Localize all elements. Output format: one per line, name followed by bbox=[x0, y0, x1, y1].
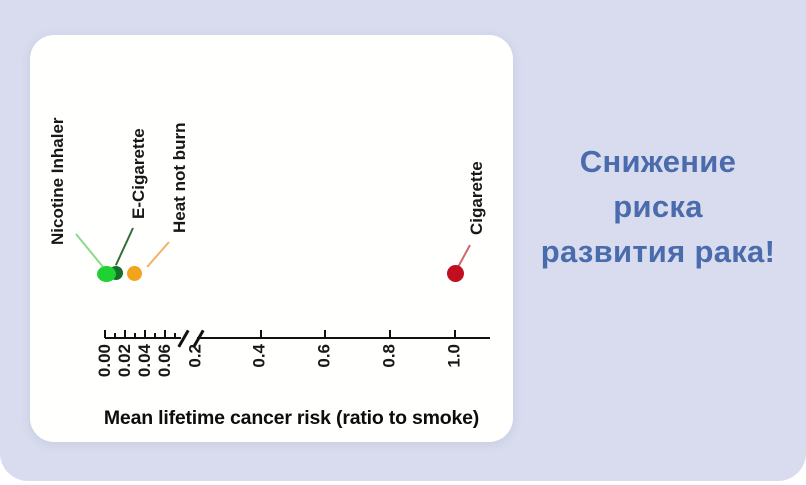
x-axis-tick-label: 0.02 bbox=[115, 344, 134, 378]
leader-line-e-cigarette bbox=[114, 227, 134, 266]
promo-line: риска bbox=[613, 189, 703, 224]
x-axis-major-tick-0.02 bbox=[124, 330, 127, 338]
promo-line: Снижение bbox=[579, 144, 737, 179]
point-label-e-cigarette: E-Cigarette bbox=[129, 128, 148, 219]
point-cigarette bbox=[447, 265, 464, 282]
x-axis-minor-tick bbox=[134, 333, 137, 338]
point-label-heat-not-burn: Heat not burn bbox=[170, 122, 189, 234]
leader-line-heat-not-burn bbox=[146, 241, 170, 268]
x-axis-tick-label: 0.2 bbox=[186, 344, 205, 368]
point-heat-not-burn bbox=[127, 266, 142, 281]
chart-card: Nicotine Inhaler E-Cigarette Heat not bu… bbox=[30, 35, 513, 442]
x-axis-tick-label: 0.06 bbox=[155, 344, 174, 378]
x-axis-tick-label: 0.4 bbox=[250, 344, 269, 368]
x-axis-tick-label: 0.00 bbox=[95, 344, 114, 378]
x-axis-tick-label: 0.8 bbox=[380, 344, 399, 368]
x-axis-major-tick-0.8 bbox=[389, 330, 392, 338]
point-label-cigarette: Cigarette bbox=[467, 161, 486, 235]
point-label-nicotine-inhaler: Nicotine Inhaler bbox=[48, 117, 67, 245]
x-axis-minor-tick bbox=[154, 333, 157, 338]
x-axis-major-tick-0.6 bbox=[324, 330, 327, 338]
x-axis-tick-label: 0.04 bbox=[135, 344, 154, 378]
x-axis-major-tick-0.4 bbox=[260, 330, 263, 338]
x-axis-tick-label: 0.6 bbox=[315, 344, 334, 368]
point-nicotine-inhaler bbox=[97, 266, 116, 282]
x-axis-minor-tick bbox=[174, 333, 177, 338]
x-axis-major-tick-1.0 bbox=[454, 330, 457, 338]
promo-line: развития рака! bbox=[540, 234, 776, 269]
x-axis-line-left-segment bbox=[105, 337, 181, 340]
x-axis-major-tick-0.04 bbox=[144, 330, 147, 338]
x-axis-minor-tick bbox=[114, 333, 117, 338]
x-axis-tick-label: 1.0 bbox=[445, 344, 464, 368]
x-axis-major-tick-0.06 bbox=[164, 330, 167, 338]
promo-text: Снижение риска развития рака! bbox=[520, 139, 796, 274]
x-axis-title: Mean lifetime cancer risk (ratio to smok… bbox=[103, 407, 480, 429]
leader-line-nicotine-inhaler bbox=[75, 233, 105, 268]
x-axis-line-right-segment bbox=[197, 337, 490, 340]
x-axis-major-tick-0.00 bbox=[104, 330, 107, 338]
